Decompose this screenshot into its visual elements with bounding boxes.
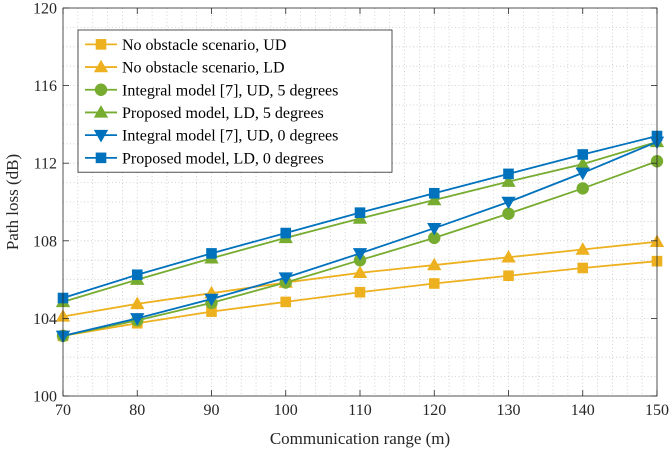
y-tick-label: 104 <box>33 311 57 328</box>
data-point <box>577 149 589 160</box>
data-point <box>503 168 514 180</box>
data-point <box>130 296 145 310</box>
legend: No obstacle scenario, UD No obstacle scen… <box>77 29 393 173</box>
legend-marker <box>95 152 107 164</box>
data-point <box>502 207 515 220</box>
x-tick-label: 110 <box>348 402 371 419</box>
legend-item: Integral model [7], UD, 5 degrees <box>85 82 338 99</box>
legend-label: No obstacle scenario, LD <box>122 60 285 77</box>
y-axis-title: Path loss (dB) <box>3 154 22 250</box>
axis-ticks: 70 80 90 100 110 120 130 140 150 100 104 108 112 116 1… <box>33 1 669 420</box>
data-point <box>503 270 514 282</box>
x-tick-label: 100 <box>274 402 298 419</box>
data-point <box>427 257 442 271</box>
data-point <box>131 269 143 281</box>
legend-item: No obstacle scenario, LD <box>85 60 285 77</box>
x-tick-label: 150 <box>645 402 669 419</box>
data-point <box>354 207 366 218</box>
x-tick-label: 130 <box>497 402 521 419</box>
data-point <box>428 187 440 199</box>
legend-marker <box>94 83 108 96</box>
legend-marker <box>93 59 109 73</box>
legend-label: No obstacle scenario, UD <box>122 37 286 54</box>
y-tick-label: 116 <box>34 78 57 95</box>
data-point <box>206 248 217 259</box>
legend-label: Proposed model, LD, 5 degrees <box>122 105 324 122</box>
y-tick-label: 100 <box>33 389 57 406</box>
legend-label: Integral model [7], UD, 5 degrees <box>122 82 338 99</box>
x-tick-label: 120 <box>422 402 446 419</box>
x-axis-title: Communication range (m) <box>270 429 450 448</box>
data-point <box>577 262 589 274</box>
data-point <box>501 174 516 187</box>
data-point <box>575 242 590 255</box>
data-point <box>576 182 589 195</box>
data-point <box>501 196 516 210</box>
data-point <box>428 278 440 289</box>
data-point <box>278 272 293 285</box>
legend-marker <box>95 39 107 50</box>
data-point <box>204 293 219 307</box>
x-tick-label: 90 <box>204 402 220 419</box>
data-point <box>427 222 442 236</box>
y-tick-label: 120 <box>33 1 57 18</box>
legend-box <box>77 29 393 173</box>
data-point <box>130 313 145 326</box>
x-tick-label: 70 <box>55 402 71 419</box>
legend-label: Integral model [7], UD, 0 degrees <box>122 128 338 145</box>
legend-item: No obstacle scenario, UD <box>85 37 286 54</box>
legend-item: Integral model [7], UD, 0 degrees <box>85 128 338 145</box>
data-point <box>575 167 590 181</box>
y-tick-label: 112 <box>34 156 57 173</box>
data-point <box>280 296 292 308</box>
legend-item: Proposed model, LD, 5 degrees <box>85 105 324 122</box>
data-point <box>352 265 368 279</box>
data-point <box>280 227 292 239</box>
y-tick-label: 108 <box>33 233 57 250</box>
legend-item: Proposed model, LD, 0 degrees <box>85 150 324 167</box>
data-point <box>354 286 366 298</box>
x-tick-label: 80 <box>129 402 145 419</box>
x-tick-label: 140 <box>571 402 595 419</box>
data-point <box>427 192 442 206</box>
legend-label: Proposed model, LD, 0 degrees <box>122 150 324 167</box>
legend-marker <box>93 129 109 143</box>
data-point <box>352 248 368 261</box>
legend-marker <box>93 105 109 118</box>
data-point <box>501 249 516 263</box>
